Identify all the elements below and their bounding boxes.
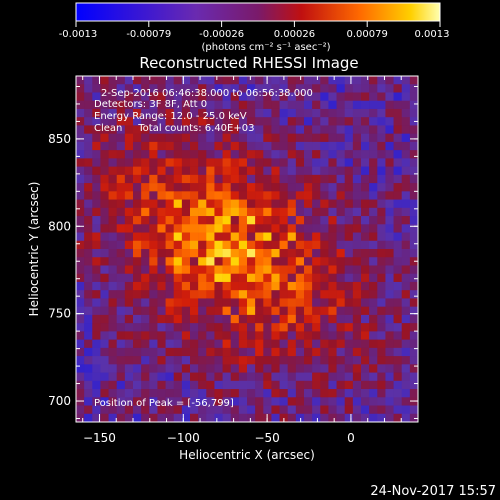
colorbar-tick-label: 0.00079	[347, 29, 388, 40]
x-axis-label: Heliocentric X (arcsec)	[179, 448, 315, 462]
x-axis-ticks: −150 −100 −50 0	[82, 76, 419, 445]
chart-title: Reconstructed RHESSI Image	[139, 54, 358, 72]
y-tick-label: 700	[48, 394, 71, 408]
annotation-energy: Energy Range: 12.0 - 25.0 keV	[94, 111, 247, 122]
colorbar	[75, 2, 441, 22]
colorbar-tick-label: 0.0013	[415, 29, 450, 40]
colorbar-units: (photons cm⁻² s⁻¹ asec⁻²)	[201, 42, 330, 53]
y-axis-label: Heliocentric Y (arcsec)	[27, 182, 41, 317]
y-tick-label: 800	[48, 219, 71, 233]
peak-position-label: Position of Peak = [-56,799]	[94, 398, 234, 409]
y-tick-label: 750	[48, 307, 71, 321]
colorbar-tick-label: -0.00079	[126, 29, 171, 40]
plot-frame	[75, 75, 419, 423]
x-tick-label: −50	[254, 431, 279, 445]
colorbar-tick-label: -0.00026	[199, 29, 244, 40]
annotation-counts: Clean Total counts: 6.40E+03	[94, 123, 254, 134]
colorbar-ticks: -0.0013 -0.00079 -0.00026 0.00026 0.00079 0.0…	[59, 21, 450, 40]
x-tick-label: −100	[167, 431, 200, 445]
colorbar-tick-label: 0.00026	[274, 29, 315, 40]
y-axis-ticks: 850 800 750 700	[48, 85, 418, 420]
y-tick-label: 850	[48, 132, 71, 146]
timestamp: 24-Nov-2017 15:57	[370, 484, 496, 499]
x-tick-label: −150	[83, 431, 116, 445]
annotation-detectors: Detectors: 3F 8F, Att 0	[94, 99, 207, 110]
x-tick-label: 0	[347, 431, 355, 445]
heatmap	[76, 76, 419, 423]
colorbar-tick-label: -0.0013	[59, 29, 98, 40]
annotation-time: 2-Sep-2016 06:46:38.000 to 06:56:38.000	[101, 88, 313, 99]
